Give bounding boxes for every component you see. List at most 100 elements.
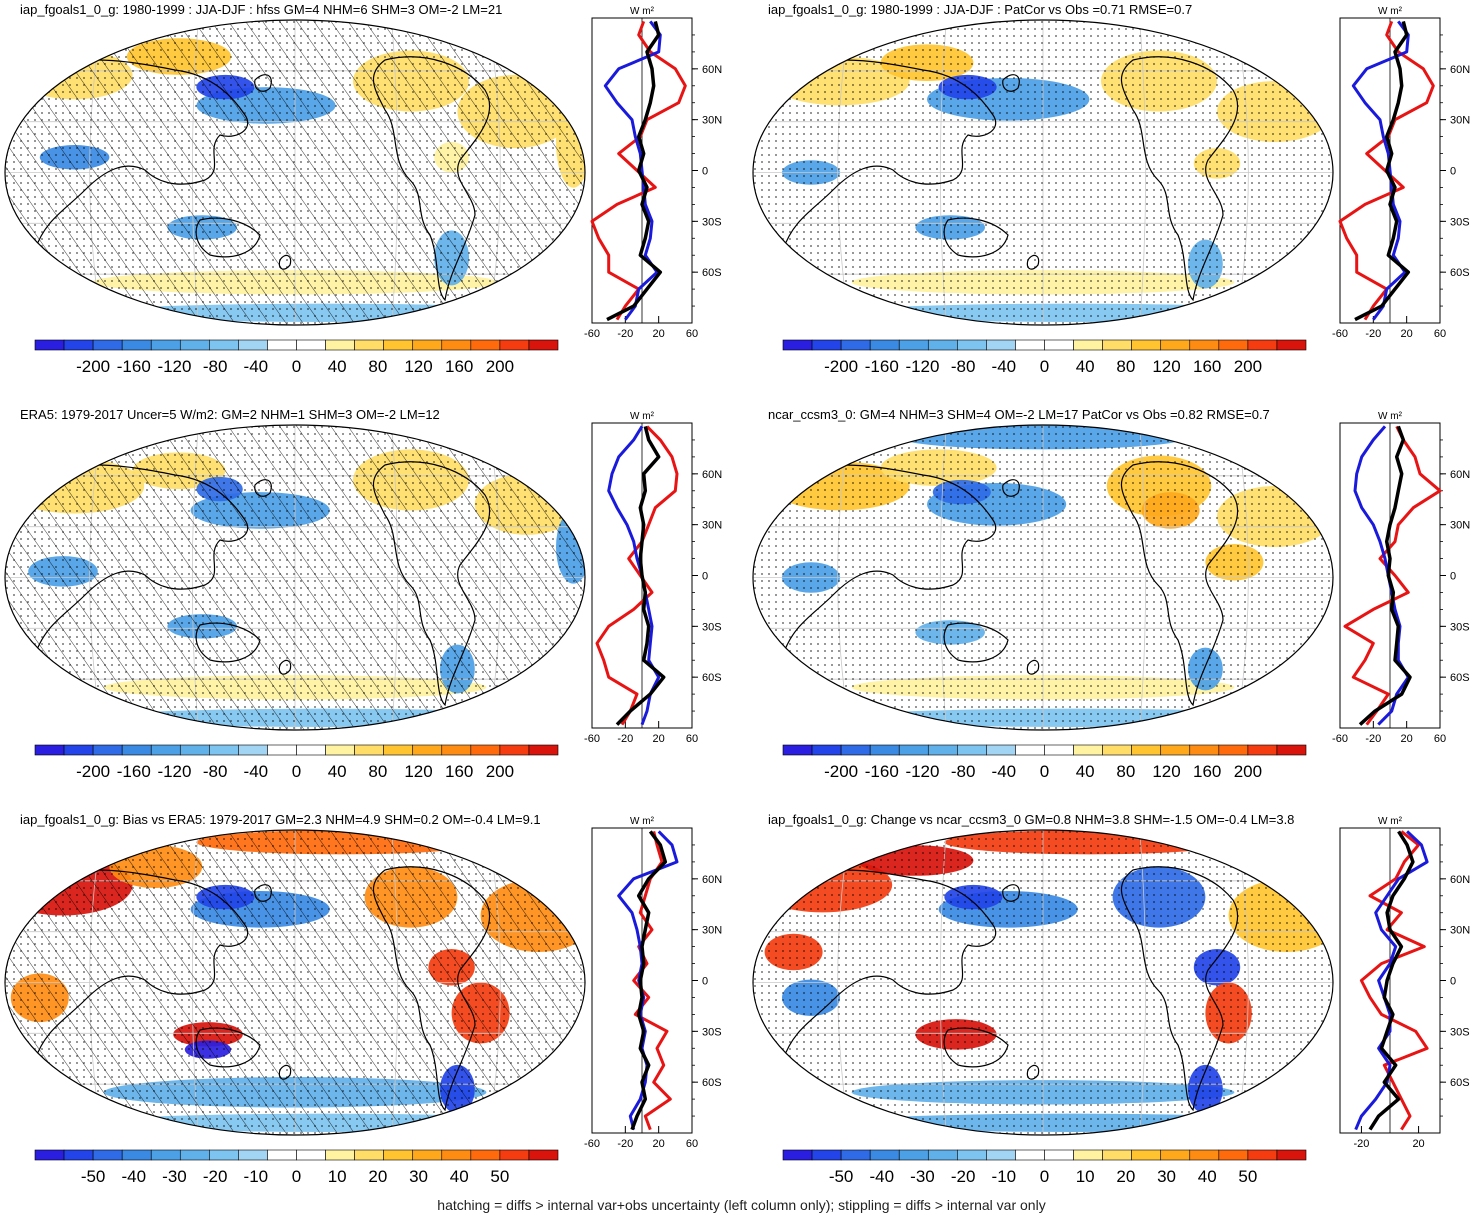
colorbar-tick-label: -200 — [824, 762, 858, 781]
colorbar-swatch — [1276, 1149, 1307, 1161]
colorbar-tick-label: 0 — [292, 357, 301, 376]
colorbar-swatch — [1160, 1149, 1191, 1161]
latitude-tick-label: 0 — [702, 571, 708, 583]
latitude-tick-label: 60S — [1450, 267, 1470, 279]
latitude-tick-label: 30S — [702, 621, 722, 633]
profile-x-tick-label: -20 — [1365, 733, 1381, 745]
colorbar-swatch — [986, 339, 1016, 351]
colorbar-swatch — [1247, 1149, 1278, 1161]
colorbar-tick-label: -200 — [76, 357, 110, 376]
colorbar-swatch — [1073, 339, 1103, 351]
profile-x-tick-label: -60 — [1332, 733, 1348, 745]
colorbar-swatch — [1276, 339, 1307, 351]
panel-top-right: iap_fgoals1_0_g: 1980-1999 : JJA-DJF : P… — [748, 0, 1483, 400]
colorbar-swatch — [1015, 1149, 1045, 1161]
profile-line-blue — [603, 20, 662, 321]
colorbar-tick-label: -30 — [162, 1167, 187, 1186]
colorbar-swatch — [1015, 339, 1045, 351]
colorbar-swatch — [412, 744, 443, 756]
colorbar-swatch — [383, 339, 414, 351]
profile-unit-label: W m² — [630, 411, 655, 422]
profile-x-tick-label: 20 — [1401, 328, 1413, 340]
profile-x-tick-label: -20 — [617, 1138, 633, 1150]
profile-x-tick-label: -60 — [1332, 328, 1348, 340]
colorbar-tick-label: 0 — [292, 1167, 301, 1186]
map-plot — [4, 424, 586, 731]
latitude-tick-label: 0 — [702, 976, 708, 988]
colorbar-tick-label: 200 — [486, 357, 514, 376]
colorbar-swatch — [150, 744, 181, 756]
colorbar: -200 -160 -120 -80 -40 0 40 80 120 160 200 — [34, 744, 559, 781]
colorbar-swatch — [840, 339, 871, 351]
colorbar-swatch — [811, 1149, 842, 1161]
colorbar-swatch — [528, 744, 559, 756]
latitude-tick-label: 30N — [1450, 115, 1470, 127]
colorbar-tick-label: 50 — [490, 1167, 509, 1186]
latitude-tick-label: 30S — [702, 216, 722, 228]
latitude-tick-label: 30N — [702, 925, 722, 937]
colorbar-swatch — [34, 1149, 65, 1161]
colorbar: -200 -160 -120 -80 -40 0 40 80 120 160 200 — [34, 339, 559, 376]
colorbar-swatch — [869, 339, 900, 351]
zonal-mean-profile: 60N 30N 0 30S 60S -60 -20 20 60 W m² — [584, 6, 722, 340]
profile-x-tick-label: -60 — [584, 1138, 600, 1150]
colorbar-swatch — [238, 339, 268, 351]
colorbar-swatch — [1073, 744, 1103, 756]
colorbar-tick-label: -40 — [869, 1167, 894, 1186]
latitude-tick-label: 60S — [702, 1077, 722, 1089]
latitude-tick-label: 30N — [702, 115, 722, 127]
latitude-tick-label: 60N — [1450, 469, 1470, 481]
colorbar-swatch — [927, 339, 958, 351]
panel-middle-left: ERA5: 1979-2017 Uncer=5 W/m2: GM=2 NHM=1… — [0, 405, 741, 805]
colorbar: -200 -160 -120 -80 -40 0 40 80 120 160 200 — [782, 339, 1307, 376]
colorbar-swatch — [1189, 1149, 1220, 1161]
colorbar-swatch — [869, 744, 900, 756]
colorbar-swatch — [267, 339, 297, 351]
colorbar-swatch — [267, 1149, 297, 1161]
latitude-tick-label: 60N — [1450, 64, 1470, 76]
colorbar-swatch — [383, 1149, 414, 1161]
latitude-tick-label: 60N — [702, 874, 722, 886]
profile-line-red — [595, 425, 679, 726]
colorbar-tick-label: -40 — [121, 1167, 146, 1186]
profile-x-tick-label: 60 — [1434, 733, 1446, 745]
colorbar-tick-label: 40 — [1198, 1167, 1217, 1186]
panel-middle-right: ncar_ccsm3_0: GM=4 NHM=3 SHM=4 OM=-2 LM=… — [748, 405, 1483, 805]
colorbar-swatch — [782, 744, 813, 756]
colorbar-tick-label: 80 — [368, 762, 387, 781]
colorbar-tick-label: -40 — [244, 762, 269, 781]
colorbar-swatch — [209, 339, 239, 351]
colorbar-swatch — [209, 744, 239, 756]
colorbar-tick-label: 160 — [445, 762, 473, 781]
latitude-tick-label: 30N — [1450, 520, 1470, 532]
colorbar-swatch — [499, 339, 530, 351]
colorbar: -200 -160 -120 -80 -40 0 40 80 120 160 200 — [782, 744, 1307, 781]
map-title: iap_fgoals1_0_g: Bias vs ERA5: 1979-2017… — [20, 812, 541, 827]
colorbar-swatch — [441, 1149, 472, 1161]
colorbar-tick-label: -80 — [951, 762, 976, 781]
colorbar-tick-label: -40 — [244, 357, 269, 376]
colorbar-tick-label: 0 — [1040, 1167, 1049, 1186]
profile-x-tick-label: 20 — [1401, 733, 1413, 745]
colorbar-swatch — [92, 744, 123, 756]
colorbar-swatch — [1044, 744, 1074, 756]
colorbar-swatch — [179, 1149, 210, 1161]
colorbar-swatch — [499, 744, 530, 756]
colorbar-swatch — [238, 1149, 268, 1161]
profile-line-blue — [1351, 20, 1410, 321]
profile-unit-label: W m² — [630, 6, 655, 17]
colorbar-tick-label: 10 — [1076, 1167, 1095, 1186]
colorbar-swatch — [92, 339, 123, 351]
colorbar-swatch — [92, 1149, 123, 1161]
colorbar-tick-label: 30 — [409, 1167, 428, 1186]
profile-line-black — [615, 425, 666, 726]
profile-line-black — [606, 20, 663, 322]
colorbar-swatch — [470, 339, 501, 351]
colorbar-tick-label: 120 — [404, 762, 432, 781]
colorbar-tick-label: -120 — [905, 762, 939, 781]
colorbar-tick-label: -20 — [951, 1167, 976, 1186]
map-title: iap_fgoals1_0_g: 1980-1999 : JJA-DJF : P… — [768, 2, 1193, 17]
profile-line-black — [1368, 830, 1415, 1131]
latitude-tick-label: 30S — [1450, 1026, 1470, 1038]
colorbar-tick-label: -80 — [951, 357, 976, 376]
